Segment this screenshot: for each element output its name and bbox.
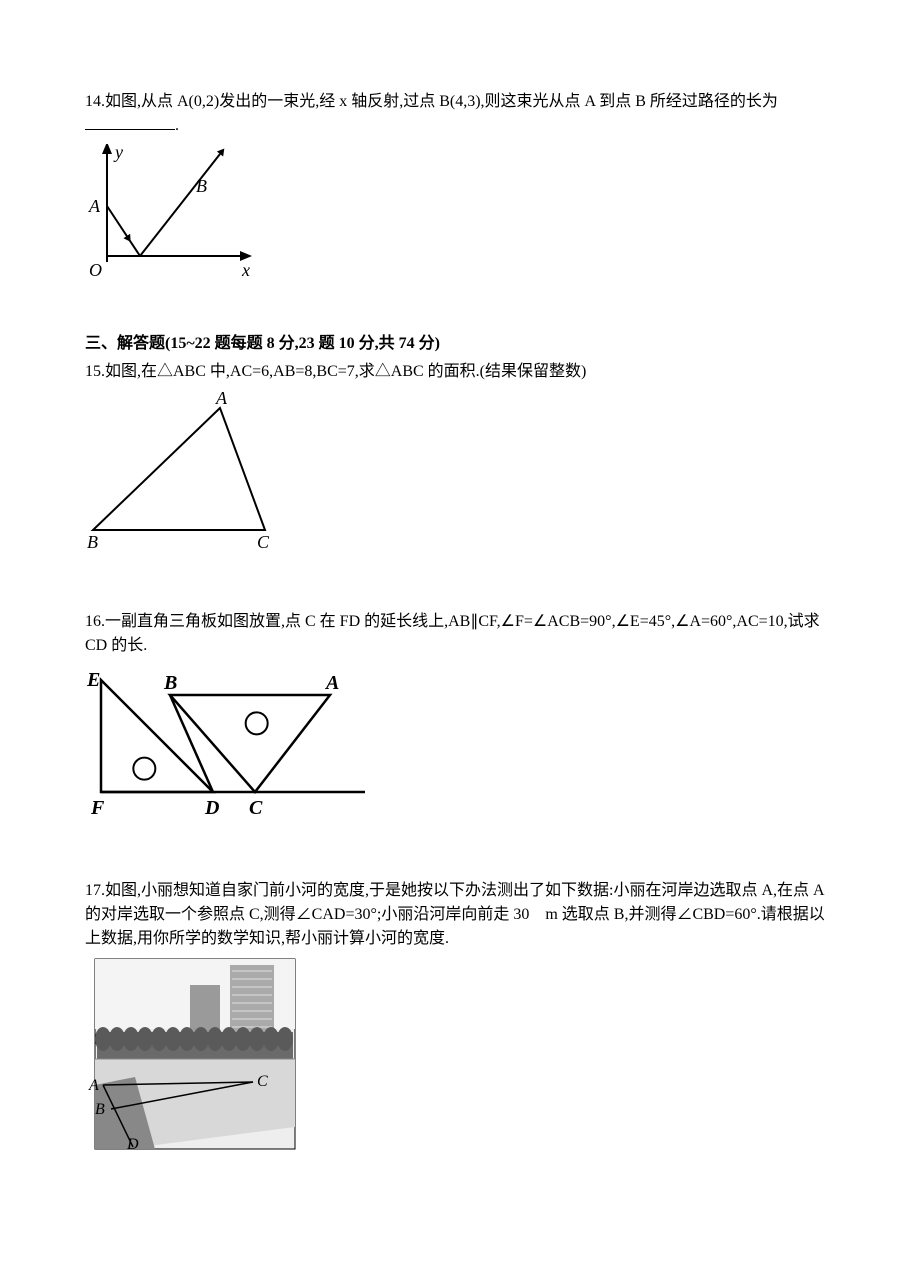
svg-text:B: B	[163, 672, 177, 694]
svg-text:A: A	[324, 672, 339, 694]
q16-svg: E B A F D C	[85, 664, 375, 819]
svg-text:C: C	[257, 1073, 268, 1090]
question-16: 16.一副直角三角板如图放置,点 C 在 FD 的延长线上,AB∥CF,∠F=∠…	[85, 610, 835, 658]
q14-answer-blank	[85, 129, 175, 130]
svg-text:C: C	[257, 532, 270, 550]
svg-text:F: F	[90, 797, 105, 819]
section-3-header: 三、解答题(15~22 题每题 8 分,23 题 10 分,共 74 分)	[85, 332, 835, 356]
q14-text-before: 14.如图,从点 A(0,2)发出的一束光,经 x 轴反射,过点 B(4,3),…	[85, 93, 778, 110]
q17-svg: AB C D	[85, 957, 305, 1157]
q14-figure: A B Ox y	[85, 144, 835, 294]
svg-text:A: A	[88, 1077, 99, 1094]
svg-text:O: O	[89, 260, 102, 280]
svg-text:B: B	[87, 532, 98, 550]
svg-text:B: B	[95, 1101, 105, 1118]
q15-figure: A B C	[85, 390, 835, 550]
svg-text:x: x	[241, 260, 250, 280]
svg-text:y: y	[113, 144, 123, 162]
question-14: 14.如图,从点 A(0,2)发出的一束光,经 x 轴反射,过点 B(4,3),…	[85, 90, 835, 138]
q16-figure: E B A F D C	[85, 664, 835, 819]
svg-text:A: A	[215, 390, 228, 408]
question-17: 17.如图,小丽想知道自家门前小河的宽度,于是她按以下办法测出了如下数据:小丽在…	[85, 879, 835, 951]
q15-svg: A B C	[85, 390, 280, 550]
svg-text:C: C	[249, 797, 263, 819]
svg-text:A: A	[88, 196, 101, 216]
svg-text:B: B	[196, 176, 207, 196]
q14-svg: A B Ox y	[85, 144, 260, 294]
svg-text:D: D	[126, 1136, 139, 1153]
question-15: 15.如图,在△ABC 中,AC=6,AB=8,BC=7,求△ABC 的面积.(…	[85, 360, 835, 384]
svg-text:E: E	[86, 669, 100, 691]
q14-text-after: .	[175, 117, 179, 134]
svg-text:D: D	[204, 797, 219, 819]
q17-figure: AB C D	[85, 957, 835, 1157]
